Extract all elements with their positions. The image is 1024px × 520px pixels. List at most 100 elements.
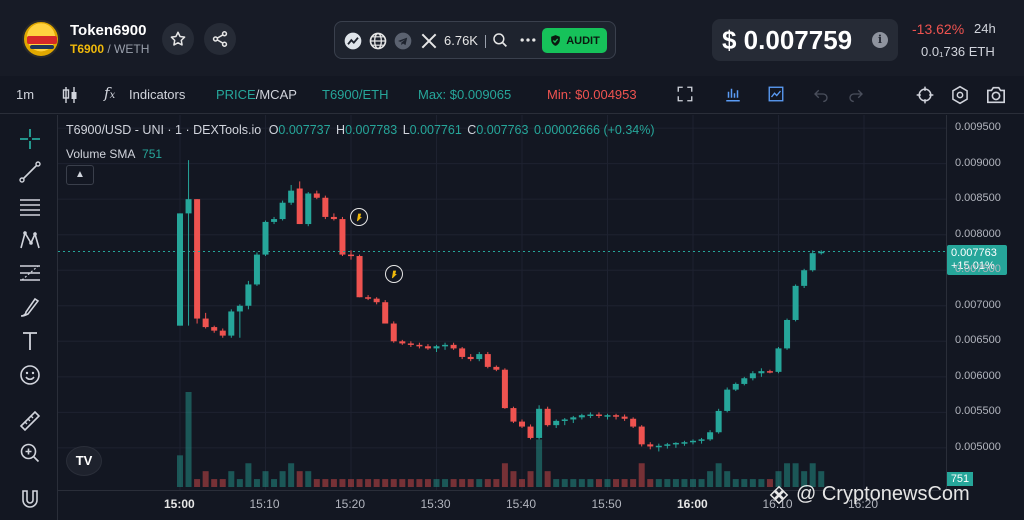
dextools-chart-icon[interactable] (343, 31, 363, 56)
time-axis[interactable]: 15:00 15:10 15:20 15:30 15:40 15:50 16:00 16:10… (58, 490, 946, 520)
indicators-button[interactable]: Indicators (129, 87, 186, 102)
close-label: C (467, 123, 477, 137)
volume-bar (373, 479, 380, 487)
volume-bar (253, 479, 260, 487)
volume-bar (766, 479, 773, 487)
price-display: $ 0.007759 i (712, 19, 898, 61)
tradingview-logo[interactable]: TV (66, 446, 102, 476)
compare-chart-icon[interactable] (767, 85, 785, 106)
candle-body (595, 414, 602, 416)
candle-body (818, 251, 825, 254)
telegram-icon[interactable] (393, 31, 413, 56)
volume-bar (459, 479, 466, 487)
candle-body (356, 256, 363, 298)
candle-body (288, 190, 295, 203)
volume-bar (758, 479, 765, 487)
emoji-tool-icon[interactable] (18, 363, 42, 387)
fullscreen-icon[interactable] (676, 85, 694, 106)
price-axis[interactable]: 0.007763 +15.01% 751 0.009500 0.009000 0.0… (946, 115, 1024, 490)
brush-tool-icon[interactable] (18, 295, 42, 319)
volume-bar (801, 471, 808, 487)
redo-icon[interactable] (847, 85, 865, 106)
info-icon[interactable]: i (872, 32, 888, 48)
text-tool-icon[interactable] (18, 329, 42, 353)
volume-bar (330, 479, 337, 487)
share-button[interactable] (204, 23, 236, 55)
share-icon (212, 31, 228, 47)
time-tick-label: 15:10 (249, 497, 280, 511)
time-tick-label: 16:10 (762, 497, 793, 511)
camera-screenshot-icon[interactable] (985, 85, 1007, 108)
volume-bar (613, 479, 620, 487)
candle-body (570, 417, 577, 420)
time-tick-label: 16:20 (848, 497, 879, 511)
undo-icon[interactable] (812, 85, 830, 106)
candle-body (442, 344, 449, 347)
volume-bar (621, 479, 628, 487)
volume-bar (296, 471, 303, 487)
volume-value: 751 (142, 147, 163, 161)
price-chart[interactable] (58, 115, 946, 490)
candle-body (279, 202, 286, 220)
indicators-fx-icon[interactable]: fx (104, 84, 116, 102)
volume-bar (236, 479, 243, 487)
interval-selector[interactable]: 1m (16, 87, 35, 102)
favorite-star-button[interactable] (162, 23, 194, 55)
candle-body (690, 440, 696, 443)
pair-quote-toggle[interactable]: T6900/ETH (322, 87, 389, 102)
candle-body (604, 415, 611, 417)
pattern-tool-icon[interactable] (18, 228, 42, 252)
crosshair-settings-icon[interactable] (915, 85, 935, 108)
crosshair-tool-icon[interactable] (18, 127, 42, 151)
volume-bar (194, 479, 201, 487)
trade-marker-icon[interactable] (385, 265, 403, 283)
price-tick-label: 0.009500 (955, 121, 1001, 134)
candle-body (305, 193, 312, 225)
drawing-tools-panel (0, 115, 58, 520)
time-tick-label: 15:00 (164, 497, 195, 511)
candle-body (493, 366, 500, 370)
zoom-in-tool-icon[interactable] (18, 441, 42, 465)
mcap-toggle[interactable]: /MCAP (255, 87, 297, 102)
token-name: Token6900 (70, 22, 147, 39)
candle-style-icon[interactable] (62, 85, 78, 108)
candle-body (664, 444, 671, 446)
trend-line-tool-icon[interactable] (18, 160, 42, 184)
volume-bar (510, 471, 517, 487)
volume-bar (732, 479, 739, 487)
high-label: H (336, 123, 346, 137)
candle-body (177, 213, 183, 326)
volume-bar (356, 479, 363, 487)
volume-bar (724, 471, 731, 487)
candle-body (450, 344, 457, 349)
volume-bar (382, 479, 389, 487)
volume-bar (322, 479, 329, 487)
volume-bar (570, 479, 577, 487)
candle-body (784, 319, 791, 349)
current-price-tag-value: 0.007763 (951, 246, 997, 259)
settings-hex-icon[interactable] (950, 85, 970, 108)
social-links-bar: 6.76K AUDIT (334, 21, 616, 59)
audit-button[interactable]: AUDIT (542, 28, 607, 53)
fib-tool-icon[interactable] (18, 261, 42, 285)
candle-body (587, 414, 594, 416)
price-mcap-toggle[interactable]: PRICE/MCAP (216, 87, 297, 102)
magnet-tool-icon[interactable] (18, 487, 42, 511)
time-tick-label: 15:40 (506, 497, 537, 511)
search-icon[interactable] (491, 31, 509, 54)
chart-type-icon[interactable] (724, 85, 742, 106)
horizontal-lines-tool-icon[interactable] (18, 195, 42, 219)
token-pair[interactable]: T6900 / WETH (70, 42, 149, 56)
candle-body (741, 378, 748, 384)
candle-body (433, 346, 440, 349)
website-globe-icon[interactable] (368, 31, 388, 56)
price-toggle[interactable]: PRICE (216, 87, 256, 102)
trade-marker-icon[interactable] (350, 208, 368, 226)
candle-body (707, 432, 714, 440)
more-dots-icon[interactable] (518, 30, 538, 55)
collapse-legend-button[interactable]: ▲ (66, 165, 94, 185)
min-price: Min: $0.004953 (547, 87, 637, 102)
volume-bar (228, 471, 235, 487)
ruler-tool-icon[interactable] (18, 409, 42, 433)
x-twitter-icon[interactable] (419, 31, 439, 56)
